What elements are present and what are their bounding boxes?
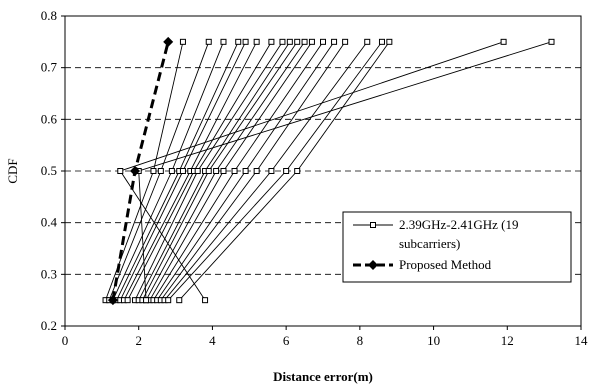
series-0-curve-9-point-2 — [294, 38, 301, 45]
series-0-curve-12-point-2 — [320, 38, 326, 45]
series-0-curve-13-point-2 — [331, 38, 338, 45]
x-tick-label-5: 10 — [427, 333, 440, 348]
series-0-curve-16-point-0 — [165, 297, 172, 304]
series-0-curve-4-point-1 — [179, 168, 186, 174]
series-0-curve-10-point-1 — [213, 168, 220, 174]
legend-label-proposed: Proposed Method — [399, 257, 492, 272]
y-tick-label-4: 0.6 — [41, 111, 58, 126]
series-0-curve-19-point-0 — [143, 297, 150, 304]
series-1 — [107, 36, 174, 306]
series-0-curve-5-point-2 — [253, 38, 260, 45]
series-0-curve-12-point-1 — [231, 168, 238, 174]
y-tick-label-2: 0.4 — [41, 215, 58, 230]
series-0-curve-16-point-1 — [283, 168, 290, 174]
y-tick-label-1: 0.3 — [41, 266, 57, 281]
series-0-curve-6-point-0 — [124, 297, 131, 304]
series-0-curve-14-point-1 — [253, 168, 260, 174]
x-axis-ticks: 0 2 4 6 8 10 12 14 — [62, 326, 588, 348]
y-tick-label-3: 0.5 — [41, 163, 57, 178]
series-0-curve-17-point-2 — [386, 38, 393, 45]
series-0-curve-1-point-2 — [205, 38, 212, 45]
series-0-curve-11-point-1 — [220, 168, 227, 174]
y-tick-label-5: 0.7 — [41, 60, 58, 75]
y-axis-ticks: 0.2 0.3 0.4 0.5 0.6 0.7 0.8 — [41, 8, 65, 333]
series-0-curve-6-point-2 — [268, 38, 275, 45]
series-1-curve-0-point-1 — [130, 166, 141, 176]
series-0-curve-13-point-1 — [242, 168, 249, 174]
series-0-curve-0-point-1 — [150, 168, 157, 174]
series-0-curve-7-point-1 — [194, 168, 201, 174]
series-0-curve-8-point-2 — [286, 38, 293, 45]
x-tick-label-3: 6 — [283, 333, 290, 348]
series-0-curve-2-point-1 — [168, 168, 175, 174]
legend-marker-proposed — [368, 260, 378, 270]
series-0-curve-0-point-2 — [179, 38, 186, 45]
x-tick-label-0: 0 — [62, 333, 69, 348]
series-0-curve-9-point-1 — [205, 168, 212, 174]
series-0-curve-15-point-2 — [364, 38, 371, 45]
series-1-curve-0-point-0 — [107, 295, 118, 306]
legend: 2.39GHz-2.41GHz (19 subcarriers) Propose… — [342, 211, 572, 283]
y-axis-title: CDF — [5, 158, 20, 183]
x-tick-label-2: 4 — [209, 333, 216, 348]
x-axis-title: Distance error(m) — [273, 369, 373, 384]
x-tick-label-1: 2 — [135, 333, 142, 348]
legend-box — [342, 211, 572, 283]
series-0-curve-18-point-0 — [202, 297, 209, 304]
data-curves — [102, 36, 555, 306]
series-0-curve-3-point-2 — [235, 38, 242, 45]
series-0-curve-2-point-2 — [220, 38, 227, 45]
series-0-curve-17-point-1 — [294, 168, 301, 174]
series-0-curve-10-point-2 — [301, 38, 308, 45]
x-tick-label-7: 14 — [575, 333, 589, 348]
legend-label-subcarriers-line2: subcarriers) — [399, 236, 460, 251]
series-1-curve-0-point-2 — [163, 36, 174, 47]
series-0-curve-11-point-2 — [308, 38, 315, 45]
series-0-curve-7-point-2 — [279, 38, 286, 45]
series-0-curve-4-point-2 — [242, 38, 249, 45]
series-0-curve-17-point-0 — [176, 297, 183, 304]
series-0-curve-14-point-2 — [342, 38, 349, 45]
series-0-curve-15-point-1 — [268, 168, 275, 174]
series-0-curve-19-point-2 — [548, 38, 555, 45]
series-0-curve-1-point-1 — [157, 168, 164, 174]
y-tick-label-6: 0.8 — [41, 8, 57, 23]
y-tick-label-0: 0.2 — [41, 318, 57, 333]
legend-marker-subcarriers — [370, 222, 376, 228]
legend-label-subcarriers-line1: 2.39GHz-2.41GHz (19 — [399, 217, 519, 232]
x-tick-label-4: 8 — [357, 333, 364, 348]
series-0-curve-18-point-2 — [500, 38, 507, 45]
series-0-curve-16-point-2 — [378, 38, 385, 45]
series-0-curve-18-point-1 — [117, 168, 124, 174]
x-tick-label-6: 12 — [501, 333, 514, 348]
